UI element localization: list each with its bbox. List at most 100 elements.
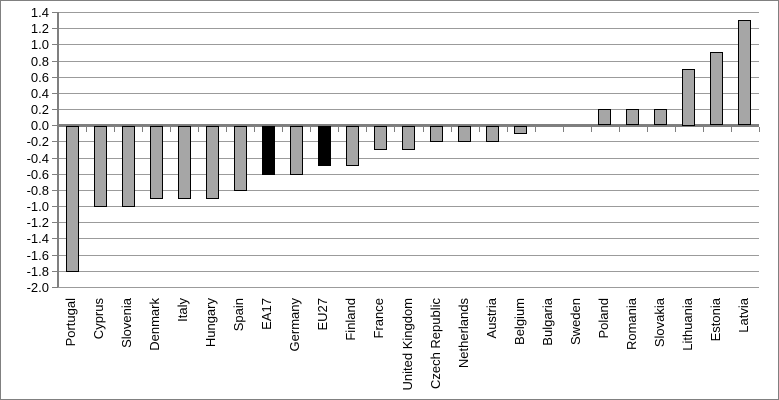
x-axis-tick bbox=[759, 127, 760, 132]
bar-spain bbox=[234, 126, 247, 191]
gridline--1.2 bbox=[58, 222, 759, 223]
x-axis-label-sweden: Sweden bbox=[568, 298, 583, 345]
gridline-1.4 bbox=[58, 12, 759, 13]
x-axis-tick bbox=[254, 127, 255, 132]
y-axis-label-0.4: 0.4 bbox=[30, 86, 49, 101]
y-axis-label-0.0: 0.0 bbox=[30, 118, 49, 133]
y-axis-label--1.6: -1.6 bbox=[26, 248, 49, 263]
gridline--1.0 bbox=[58, 206, 759, 207]
bar-belgium bbox=[514, 126, 527, 134]
y-axis-label-1.0: 1.0 bbox=[30, 37, 49, 52]
x-axis-label-spain: Spain bbox=[231, 298, 246, 332]
x-axis-tick bbox=[451, 127, 452, 132]
bar-slovakia bbox=[654, 109, 667, 125]
x-axis-tick bbox=[394, 127, 395, 132]
y-axis-tick bbox=[52, 222, 58, 223]
x-axis-tick bbox=[675, 127, 676, 132]
x-axis-tick bbox=[591, 127, 592, 132]
gridline-0.2 bbox=[58, 109, 759, 110]
x-axis-label-netherlands: Netherlands bbox=[456, 298, 471, 369]
x-axis-label-latvia: Latvia bbox=[736, 298, 751, 333]
x-axis-label-hungary: Hungary bbox=[203, 298, 218, 348]
bar-cyprus bbox=[94, 126, 107, 207]
bar-estonia bbox=[710, 52, 723, 125]
y-axis-tick bbox=[52, 255, 58, 256]
y-axis-label--2.0: -2.0 bbox=[26, 280, 49, 295]
x-axis-tick bbox=[423, 127, 424, 132]
x-axis-zero-line bbox=[58, 124, 759, 127]
gridline--2.0 bbox=[58, 287, 759, 288]
x-axis-tick bbox=[198, 127, 199, 132]
y-axis-label--0.2: -0.2 bbox=[26, 134, 49, 149]
x-axis-tick bbox=[619, 127, 620, 132]
x-axis-label-bulgaria: Bulgaria bbox=[540, 298, 555, 346]
x-axis-tick bbox=[58, 127, 59, 132]
x-axis-tick bbox=[170, 127, 171, 132]
x-axis-label-portugal: Portugal bbox=[63, 298, 78, 347]
y-axis-tick bbox=[52, 174, 58, 175]
x-axis-tick bbox=[563, 127, 564, 132]
y-axis-label-0.8: 0.8 bbox=[30, 54, 49, 69]
x-axis-tick bbox=[310, 127, 311, 132]
bar-france bbox=[374, 126, 387, 150]
y-axis-tick bbox=[52, 109, 58, 110]
x-axis-label-germany: Germany bbox=[287, 298, 302, 352]
y-axis-label--1.0: -1.0 bbox=[26, 199, 49, 214]
bar-finland bbox=[346, 126, 359, 166]
x-axis-tick bbox=[282, 127, 283, 132]
x-axis-label-ea17: EA17 bbox=[259, 298, 274, 330]
bar-romania bbox=[626, 109, 639, 125]
y-axis-label--0.8: -0.8 bbox=[26, 183, 49, 198]
x-axis-label-romania: Romania bbox=[624, 298, 639, 351]
y-axis-label--0.6: -0.6 bbox=[26, 167, 49, 182]
x-axis-tick bbox=[535, 127, 536, 132]
y-axis-tick bbox=[52, 206, 58, 207]
bar-denmark bbox=[150, 126, 163, 199]
bar-austria bbox=[486, 126, 499, 142]
y-axis-tick bbox=[52, 61, 58, 62]
gridline--0.4 bbox=[58, 158, 759, 159]
y-axis-tick bbox=[52, 28, 58, 29]
x-axis-tick bbox=[703, 127, 704, 132]
bar-slovenia bbox=[122, 126, 135, 207]
x-axis-label-poland: Poland bbox=[596, 298, 611, 339]
bar-poland bbox=[598, 109, 611, 125]
x-axis-tick bbox=[366, 127, 367, 132]
y-axis-tick bbox=[52, 271, 58, 272]
y-axis-tick bbox=[52, 12, 58, 13]
y-axis-tick bbox=[52, 190, 58, 191]
x-axis-tick bbox=[338, 127, 339, 132]
x-axis-label-belgium: Belgium bbox=[512, 298, 527, 345]
gridline--1.8 bbox=[58, 271, 759, 272]
bar-portugal bbox=[66, 126, 79, 272]
y-axis-tick bbox=[52, 141, 58, 142]
gridline-1.2 bbox=[58, 28, 759, 29]
y-axis-tick bbox=[52, 158, 58, 159]
gridline--0.8 bbox=[58, 190, 759, 191]
gridline-0.6 bbox=[58, 77, 759, 78]
gridline--1.4 bbox=[58, 238, 759, 239]
x-axis-tick bbox=[226, 127, 227, 132]
bar-hungary bbox=[206, 126, 219, 199]
y-axis-label-1.4: 1.4 bbox=[30, 5, 49, 20]
gridline-0.8 bbox=[58, 61, 759, 62]
y-axis-tick bbox=[52, 93, 58, 94]
bar-germany bbox=[290, 126, 303, 175]
y-axis-label-0.2: 0.2 bbox=[30, 102, 49, 117]
x-axis-label-finland: Finland bbox=[343, 298, 358, 341]
x-axis-tick bbox=[731, 127, 732, 132]
x-axis-tick bbox=[507, 127, 508, 132]
bar-czech-republic bbox=[430, 126, 443, 142]
y-axis-label--1.2: -1.2 bbox=[26, 215, 49, 230]
x-axis-tick bbox=[114, 127, 115, 132]
bar-united-kingdom bbox=[402, 126, 415, 150]
x-axis-label-denmark: Denmark bbox=[147, 298, 162, 351]
x-axis-label-cyprus: Cyprus bbox=[91, 298, 106, 340]
y-axis-tick bbox=[52, 238, 58, 239]
x-axis-label-united-kingdom: United Kingdom bbox=[400, 298, 415, 391]
x-axis-tick bbox=[86, 127, 87, 132]
x-axis-label-austria: Austria bbox=[484, 298, 499, 339]
bar-lithuania bbox=[682, 69, 695, 126]
gridline-1.0 bbox=[58, 44, 759, 45]
